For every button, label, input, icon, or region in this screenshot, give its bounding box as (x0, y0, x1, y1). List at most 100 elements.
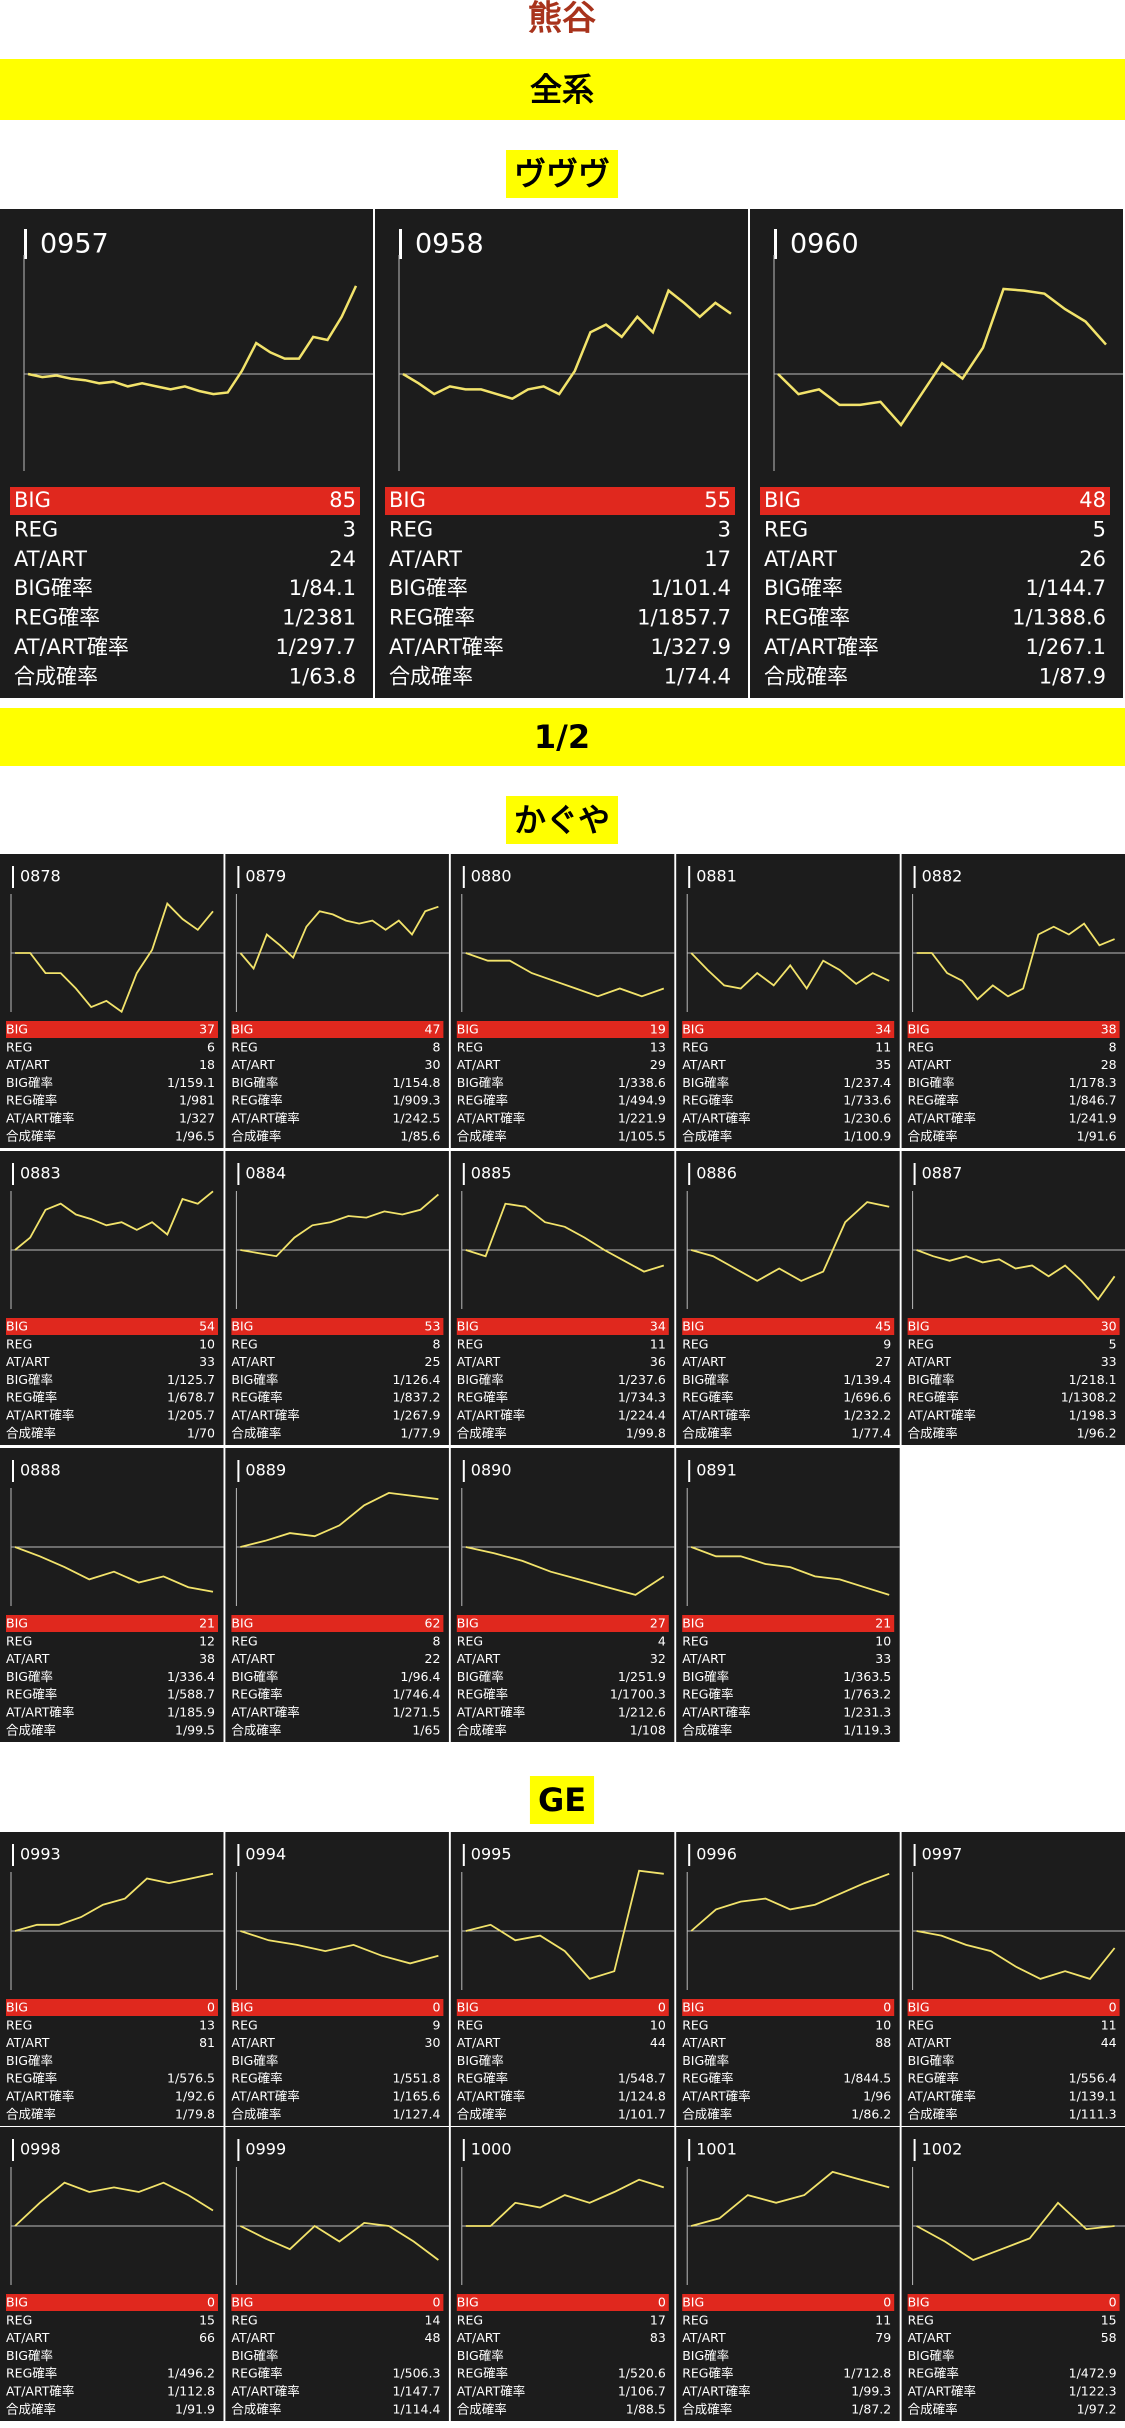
stat-label: BIG確率 (231, 1075, 278, 1090)
stat-label: REG確率 (908, 2366, 959, 2381)
stat-value: 1/139.4 (843, 1372, 891, 1387)
stat-value: 1/746.4 (392, 1687, 440, 1702)
section-label: GE (538, 1781, 586, 1819)
stat-value: 1/588.7 (167, 1687, 215, 1702)
big-row-bg (231, 1999, 444, 2016)
stat-value: 1/271.5 (392, 1705, 440, 1720)
card-bg (676, 1151, 900, 1445)
card-bg (0, 1832, 224, 2126)
stat-value: 33 (875, 1651, 891, 1666)
stat-label: BIG (389, 488, 426, 512)
stat-value: 1/556.4 (1069, 2071, 1117, 2086)
stat-label: AT/ART (6, 1651, 50, 1666)
stat-value: 1/99.3 (851, 2384, 891, 2399)
stat-label: AT/ART (908, 1057, 952, 1072)
stat-value: 88 (875, 2035, 891, 2050)
title-bar (774, 229, 777, 259)
stat-value: 1/981 (179, 1093, 215, 1108)
stat-value: 1/520.6 (618, 2366, 666, 2381)
machine-number: 0957 (40, 229, 109, 260)
stat-label: AT/ART (764, 547, 837, 571)
stat-value: 1/178.3 (1069, 1075, 1117, 1090)
stat-label: 合成確率 (14, 664, 98, 688)
machine-card: 0882 BIG 38 REG 8 AT/ART 28 BIG確率 1/178.3 REG確率 1/… (901, 854, 1125, 1148)
stat-label: BIG確率 (14, 576, 93, 600)
stat-value: 0 (658, 2295, 666, 2310)
machine-number: 1002 (922, 2140, 963, 2159)
big-row-bg (6, 1021, 218, 1038)
stat-value: 29 (650, 1057, 666, 1072)
stat-label: BIG確率 (231, 1372, 278, 1387)
stat-label: 合成確率 (6, 1425, 56, 1440)
stat-value: 79 (875, 2330, 891, 2345)
title-bar (24, 229, 27, 259)
stat-value: 1/86.2 (851, 2106, 891, 2121)
stat-value: 1/105.5 (618, 1128, 666, 1143)
stat-label: BIG確率 (6, 2053, 53, 2068)
slump-line (465, 1869, 664, 1980)
machine-card: 0880 BIG 19 REG 13 AT/ART 29 BIG確率 1/338.6 REG確率 1… (450, 854, 675, 1148)
machine-card: 0957 BIG 85 REG 3 AT/ART 24 BIG確率 1/84.1 REG確率 1/2… (0, 209, 373, 698)
stat-value: 10 (875, 1633, 891, 1648)
stat-label: AT/ART確率 (6, 1408, 74, 1423)
stat-value: 1/232.2 (843, 1408, 891, 1423)
stat-value: 10 (199, 1336, 215, 1351)
stat-label: BIG (6, 1616, 28, 1631)
card-bg (450, 2127, 675, 2421)
card-bg (0, 1448, 224, 1742)
stat-label: REG確率 (457, 1390, 508, 1405)
card-bg (676, 1448, 900, 1742)
stat-label: BIG (457, 1616, 479, 1631)
stat-label: 合成確率 (682, 2106, 732, 2121)
stat-label: 合成確率 (457, 2401, 507, 2416)
title-bar (237, 1844, 240, 1866)
stat-value: 11 (1101, 2017, 1117, 2032)
stat-label: REG確率 (457, 2071, 508, 2086)
stat-label: BIG (231, 1319, 253, 1334)
slump-line (465, 952, 665, 998)
stat-label: 合成確率 (6, 2401, 56, 2416)
stat-value: 27 (875, 1354, 891, 1369)
stat-value: 36 (650, 1354, 666, 1369)
stat-label: AT/ART確率 (389, 635, 504, 659)
stat-label: BIG (682, 1022, 704, 1037)
stat-value: 44 (650, 2035, 666, 2050)
stat-value: 1/185.9 (167, 1705, 215, 1720)
machine-card: 0889 BIG 62 REG 8 AT/ART 22 BIG確率 1/96.4 REG確率 1/7… (225, 1448, 449, 1742)
stat-label: BIG確率 (457, 1669, 504, 1684)
stat-value: 34 (875, 1022, 891, 1037)
stat-value: 1/221.9 (618, 1111, 666, 1126)
stat-label: REG (457, 1039, 483, 1054)
banner-text: 1/2 (534, 718, 590, 756)
stat-value: 1/506.3 (392, 2366, 440, 2381)
stat-label: BIG (682, 1616, 704, 1631)
stat-value: 1/363.5 (843, 1669, 891, 1684)
stat-value: 1/65 (412, 1722, 440, 1737)
stat-label: BIG (457, 1022, 479, 1037)
machine-number: 0996 (696, 1845, 737, 1864)
stat-label: BIG確率 (682, 1372, 729, 1387)
stat-value: 1/763.2 (843, 1687, 891, 1702)
machine-card: 0960 BIG 48 REG 5 AT/ART 26 BIG確率 1/144.7 REG確率 1/… (750, 209, 1123, 698)
stat-label: REG確率 (682, 1093, 733, 1108)
slump-line (690, 1546, 890, 1596)
stat-value: 17 (704, 547, 731, 571)
machine-card: 0999 BIG 0 REG 14 AT/ART 48 BIG確率 REG確率 1/506.3 AT… (225, 2127, 449, 2421)
stat-value: 0 (1109, 2000, 1117, 2015)
stat-label: AT/ART (457, 1651, 501, 1666)
slump-line (14, 2181, 214, 2227)
stat-value: 1/74.4 (664, 664, 731, 688)
machine-number: 0878 (20, 867, 61, 886)
stat-value: 53 (424, 1319, 440, 1334)
stat-value: 4 (658, 1633, 666, 1648)
card-bg (225, 854, 449, 1148)
stat-label: BIG確率 (457, 2053, 504, 2068)
stat-label: BIG確率 (764, 576, 843, 600)
stat-label: BIG確率 (389, 576, 468, 600)
stat-label: BIG (231, 2295, 253, 2310)
title-bar (462, 1460, 465, 1482)
banner-text: 全系 (530, 71, 594, 109)
stat-label: REG (231, 1633, 257, 1648)
stat-label: REG確率 (908, 1390, 959, 1405)
